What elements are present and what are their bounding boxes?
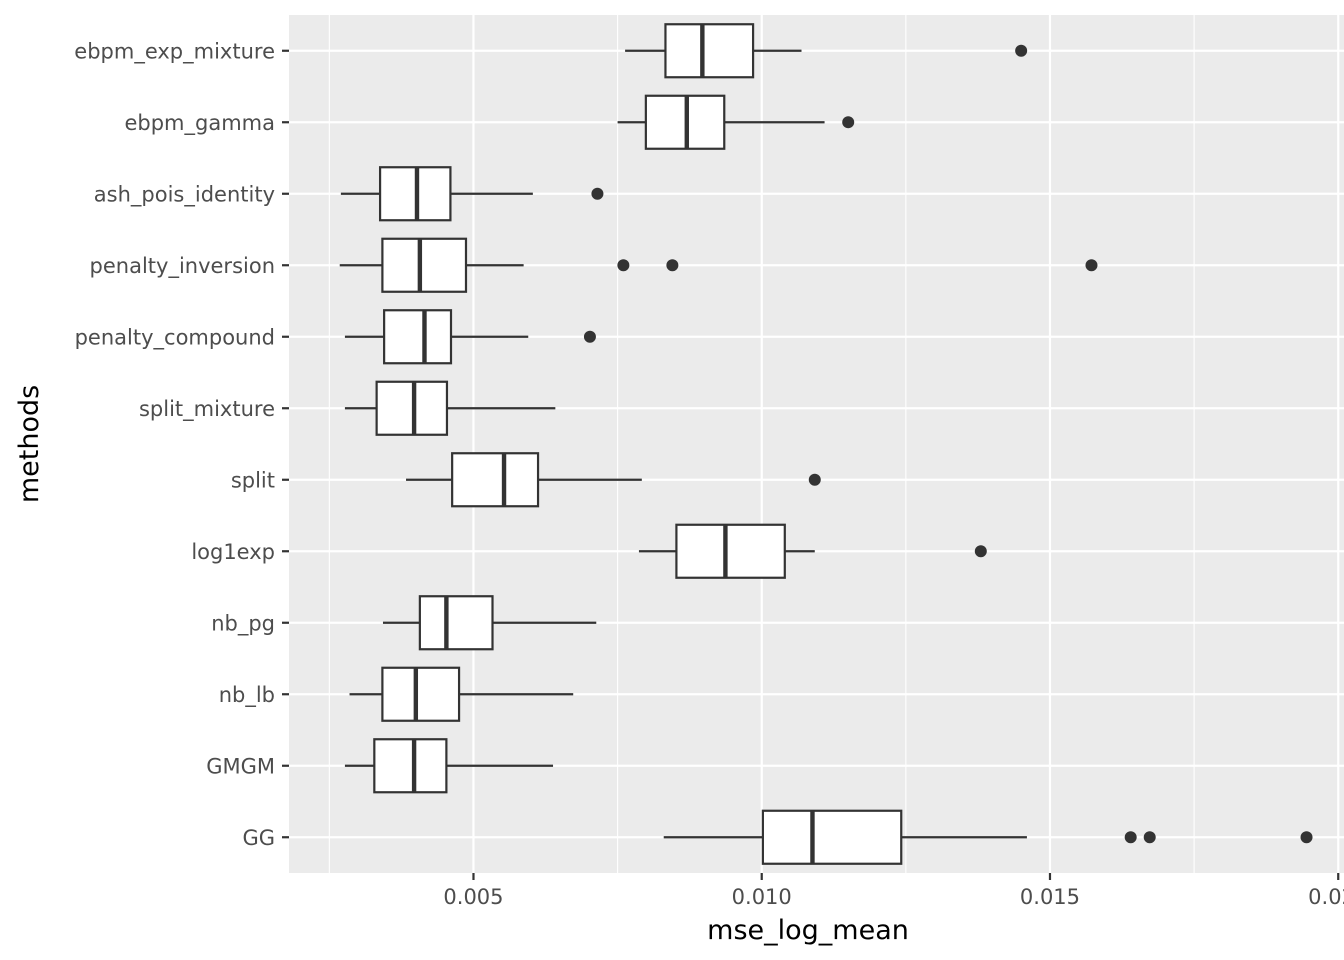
outlier-point — [666, 259, 679, 272]
x-tick-label: 0.010 — [732, 885, 792, 909]
iqr-box — [375, 380, 449, 436]
outlier-point — [1300, 831, 1313, 844]
y-tick-label: nb_pg — [211, 611, 275, 636]
box-split_mixture — [344, 380, 556, 436]
y-tick-label: split — [231, 468, 275, 492]
iqr-box — [675, 523, 786, 579]
iqr-box — [381, 666, 461, 722]
box-penalty_compound — [344, 309, 596, 365]
outlier-point — [591, 187, 604, 200]
iqr-box — [383, 309, 453, 365]
y-tick-label: penalty_compound — [75, 325, 275, 350]
box-nb_lb — [349, 666, 574, 722]
y-tick-label: penalty_inversion — [90, 254, 275, 279]
outlier-point — [617, 259, 630, 272]
iqr-box — [418, 595, 494, 651]
iqr-box — [373, 738, 448, 794]
outlier-point — [974, 545, 987, 558]
box-log1exp — [638, 523, 987, 579]
y-tick-label: ebpm_gamma — [124, 111, 275, 136]
y-tick-label: GG — [242, 826, 275, 850]
box-nb_pg — [382, 595, 597, 651]
box-GMGM — [344, 738, 554, 794]
y-tick-label: ash_pois_identity — [94, 182, 275, 207]
outlier-point — [808, 473, 821, 486]
iqr-box — [451, 452, 540, 508]
outlier-point — [1015, 44, 1028, 57]
box-ebpm_exp_mixture — [625, 23, 1028, 79]
outlier-point — [1143, 831, 1156, 844]
box-GG — [663, 809, 1313, 865]
iqr-box — [381, 237, 468, 293]
outlier-point — [1124, 831, 1137, 844]
y-tick-label: nb_lb — [219, 683, 275, 708]
y-tick-label: log1exp — [191, 540, 275, 564]
y-tick-label: GMGM — [206, 754, 275, 778]
x-tick-label: 0.005 — [443, 885, 503, 909]
x-tick-label: 0.015 — [1020, 885, 1080, 909]
outlier-point — [1085, 259, 1098, 272]
boxes — [339, 23, 1313, 865]
x-tick-label: 0.020 — [1308, 885, 1344, 909]
outlier-point — [842, 116, 855, 129]
y-tick-label: split_mixture — [139, 397, 275, 422]
box-ebpm_gamma — [617, 94, 855, 150]
iqr-box — [761, 809, 903, 865]
box-ash_pois_identity — [340, 166, 604, 222]
outlier-point — [583, 330, 596, 343]
y-tick-label: ebpm_exp_mixture — [74, 39, 275, 64]
box-split — [406, 452, 821, 508]
iqr-box — [664, 23, 755, 79]
panel-background — [289, 15, 1344, 873]
axes: ebpm_exp_mixture ebpm_gamma ash_pois_ident… — [74, 39, 1344, 909]
y-axis-title: methods — [14, 385, 45, 503]
x-axis-title: mse_log_mean — [707, 915, 909, 946]
box-penalty_inversion — [339, 237, 1098, 293]
